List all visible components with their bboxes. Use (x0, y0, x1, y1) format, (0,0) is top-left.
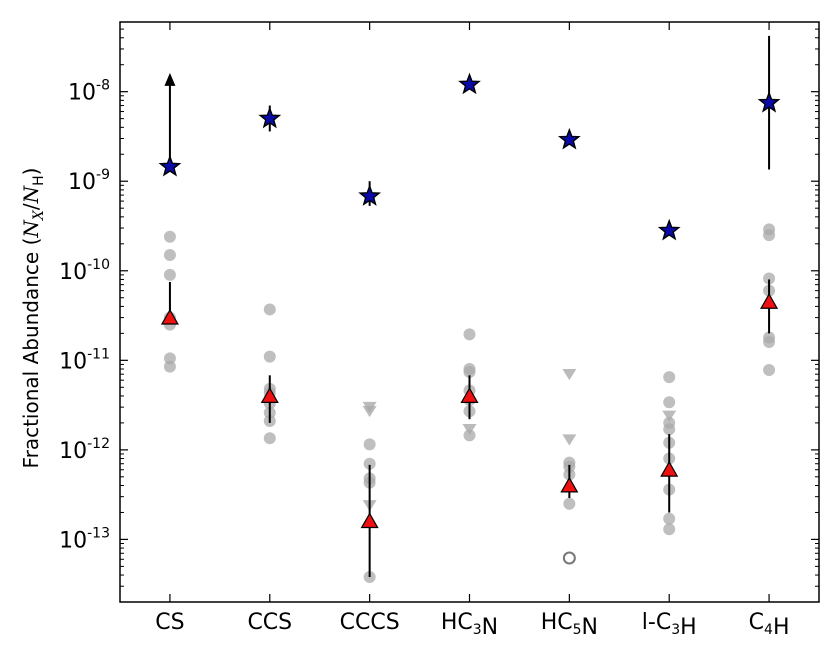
star-point (158, 154, 182, 177)
x-tick-label-text: N (582, 615, 598, 640)
y-axis-label-num: N (19, 219, 43, 239)
data-marks (158, 35, 781, 584)
star-point (557, 127, 581, 150)
gray-upper-limit-point (362, 405, 377, 418)
y-tick-label: 10-8 (68, 78, 110, 106)
gray-circle-point (763, 229, 776, 242)
y-axis-label-sep: / (19, 203, 43, 210)
y-tick-label-base: 10 (59, 260, 87, 285)
gray-circle-point (663, 523, 676, 536)
x-tick-label-text: CCCS (340, 610, 400, 635)
triangle-point (160, 308, 179, 325)
y-tick-label-exp: -9 (96, 167, 110, 183)
triangle-point (660, 460, 679, 477)
y-tick-label: 10-13 (59, 525, 110, 553)
plot-frame (119, 21, 820, 603)
gray-circle-point (263, 432, 276, 445)
x-tick-label-sub: 3 (671, 622, 680, 638)
y-axis-label-den-sub: H (31, 175, 47, 186)
y-tick-label: 10-11 (59, 346, 110, 374)
x-tick-label-sub: 4 (764, 622, 773, 638)
y-tick-label-exp: -12 (87, 436, 110, 452)
star-point (358, 184, 382, 206)
x-tick-label: CCCS (340, 610, 400, 635)
x-tick-label-text: CS (155, 610, 184, 635)
gray-circle-point (763, 272, 776, 285)
triangle-point (460, 387, 479, 403)
gray-upper-limit-point (462, 423, 477, 436)
y-tick-label-base: 10 (68, 170, 96, 195)
x-tick-label: l-C3H (642, 610, 697, 640)
x-tick-label-text: C (749, 610, 764, 635)
triangle-point (260, 387, 279, 403)
y-tick-label-exp: -11 (87, 346, 110, 362)
gray-circle-point (363, 438, 376, 451)
gray-circle-point (163, 352, 176, 365)
gray-circle-point (163, 268, 176, 281)
y-tick-label-base: 10 (59, 439, 87, 464)
star-upper-arrow (164, 72, 176, 86)
y-tick-label-base: 10 (59, 349, 87, 374)
gray-circle-point (363, 457, 376, 470)
star-point (757, 90, 781, 113)
triangle-point (560, 476, 579, 493)
x-tick-label-text: HC (541, 610, 573, 635)
gray-circle-point (663, 371, 676, 384)
x-tick-label: HC5N (541, 610, 598, 640)
gray-circle-point (163, 230, 176, 243)
y-tick-label-exp: -10 (87, 257, 110, 273)
y-axis-label-prefix: Fractional Abundance ( (19, 238, 43, 469)
gray-circle-point (163, 360, 176, 373)
star-point (458, 72, 481, 95)
gray-upper-limit-point (562, 434, 577, 446)
gray-circle-point (663, 396, 676, 409)
gray-upper-limit-point (662, 410, 677, 422)
x-tick-label: HC3N (441, 610, 498, 640)
x-tick-label-sub: 3 (473, 622, 482, 638)
triangle-point (360, 512, 379, 529)
gray-circle-point (763, 363, 776, 376)
gray-circle-point (263, 350, 276, 363)
open-circle-point (562, 551, 576, 565)
y-tick-label: 10-9 (68, 167, 110, 195)
y-axis-label-den: N (19, 184, 43, 204)
x-tick-label-sub: 5 (573, 622, 582, 638)
y-tick-label-base: 10 (68, 81, 96, 106)
x-tick-label: CS (155, 610, 184, 635)
y-axis-label-suffix: ) (19, 168, 43, 176)
gray-circle-point (263, 303, 276, 316)
gray-circle-point (463, 429, 476, 442)
x-tick-label-text: l-C (642, 610, 671, 635)
x-tick-label-text: HC (441, 610, 473, 635)
gray-circle-point (163, 249, 176, 262)
triangle-point (760, 293, 779, 309)
x-tick-label: CCS (247, 610, 292, 635)
y-tick-label: 10-12 (59, 436, 110, 464)
gray-circle-point (663, 423, 676, 436)
gray-circle-point (463, 366, 476, 379)
y-tick-label-exp: -13 (87, 525, 110, 541)
y-tick-label-base: 10 (59, 528, 87, 553)
gray-upper-limit-point (562, 368, 577, 381)
y-axis-label: Fractional Abundance (NX/NH) (19, 168, 47, 469)
x-tick-label-text: H (773, 615, 790, 640)
gray-circle-point (663, 512, 676, 525)
y-tick-label: 10-10 (59, 257, 110, 285)
x-tick-label-text: CCS (247, 610, 292, 635)
x-tick-label-text: H (680, 615, 697, 640)
gray-circle-point (763, 336, 776, 349)
gray-circle-point (563, 497, 576, 510)
y-axis-label-num-sub: X (31, 209, 47, 221)
plot-background (120, 22, 819, 602)
gray-circle-point (463, 328, 476, 341)
star-point (258, 106, 282, 129)
x-tick-label: C4H (749, 610, 790, 640)
star-point (657, 218, 681, 241)
y-tick-label-exp: -8 (96, 78, 110, 94)
x-tick-label-text: N (482, 615, 498, 640)
